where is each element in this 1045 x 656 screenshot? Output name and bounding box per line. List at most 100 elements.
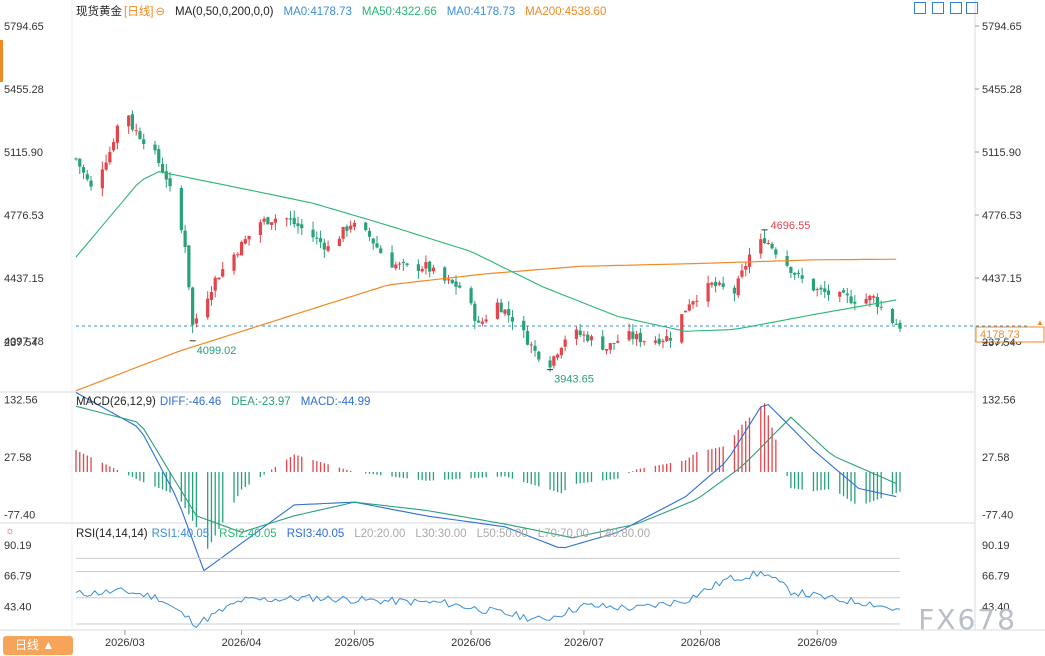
candle-body xyxy=(153,144,157,151)
candle-body xyxy=(800,275,804,279)
candle-body xyxy=(326,246,330,251)
ma50-value: MA50:4322.66 xyxy=(361,6,437,18)
candle-body xyxy=(525,331,530,345)
candle-body xyxy=(318,238,323,243)
candle-body xyxy=(668,337,673,341)
candle-body xyxy=(420,268,424,272)
candle-body xyxy=(288,218,293,220)
candle-body xyxy=(556,354,560,358)
candle-body xyxy=(390,252,394,268)
rsi-panel-header: RSI(14,14,14) RSI1:40.05 RSI2:40.05 RSI3:40… xyxy=(76,528,660,540)
fullscreen-icon[interactable] xyxy=(914,2,926,14)
candle-body xyxy=(127,115,131,127)
candle-body xyxy=(552,356,556,366)
candle-body xyxy=(717,282,721,285)
candle-body xyxy=(112,142,116,151)
rsi-tick-left: 43.40 xyxy=(4,601,32,613)
candle-body xyxy=(115,125,119,143)
ma-params-label[interactable]: MA(0,50,0,200,0,0) xyxy=(175,6,274,18)
candle-body xyxy=(270,222,274,225)
candle-body xyxy=(759,239,763,254)
candle-body xyxy=(258,222,262,236)
candle-body xyxy=(823,288,827,292)
price-tick-left: 5115.90 xyxy=(4,147,43,159)
candle-body xyxy=(793,272,797,275)
candle-body xyxy=(849,296,853,304)
candle-body xyxy=(574,329,579,339)
candle-body xyxy=(819,287,823,290)
macd-tick-left: 27.58 xyxy=(4,452,32,464)
close-icon[interactable] xyxy=(966,2,978,14)
current-price-arrow: ▲ xyxy=(1036,318,1044,327)
candle-body xyxy=(894,323,898,325)
candle-body xyxy=(691,301,695,305)
candle-body xyxy=(454,281,458,287)
candle-body xyxy=(209,291,214,300)
candle-body xyxy=(582,334,586,336)
ma0b-value: MA0:4178.73 xyxy=(446,6,516,18)
candle-body xyxy=(81,167,86,173)
candle-body xyxy=(469,288,473,304)
candle-body xyxy=(285,218,289,220)
candle-body xyxy=(401,261,405,264)
candle-body xyxy=(563,339,567,347)
candle-body xyxy=(841,290,846,293)
candle-body xyxy=(345,226,349,231)
candle-body xyxy=(815,289,819,291)
ma200-value: MA200:4538.60 xyxy=(525,6,607,18)
candle-body xyxy=(586,334,590,341)
rsi-params-label[interactable]: RSI(14,14,14) xyxy=(76,528,148,540)
low-annotation: 4099.02 xyxy=(197,345,237,357)
grid-icon[interactable] xyxy=(932,2,944,14)
price-tick-left: 5455.28 xyxy=(4,84,44,96)
macd-params-label[interactable]: MACD(26,12,9) xyxy=(76,396,156,408)
price-tick-left: 5794.65 xyxy=(4,21,44,33)
candle-body xyxy=(431,267,436,272)
candle-body xyxy=(450,279,454,284)
candle-body xyxy=(559,347,563,356)
candle-body xyxy=(142,139,146,144)
candle-body xyxy=(762,238,767,244)
candle-body xyxy=(533,345,537,351)
candle-body xyxy=(364,222,368,231)
candle-body xyxy=(239,242,244,256)
symbol-label[interactable]: 现货黄金 xyxy=(76,6,122,18)
candle-body xyxy=(695,300,699,302)
candle-body xyxy=(499,302,503,313)
candle-body xyxy=(714,281,718,287)
candle-body xyxy=(657,338,661,344)
candle-body xyxy=(104,162,108,170)
candle-body xyxy=(898,322,902,329)
candle-body xyxy=(796,273,801,275)
candle-body xyxy=(349,225,353,230)
candle-body xyxy=(845,293,849,296)
macd-panel-header: MACD(26,12,9) DIFF:-46.46 DEA:-23.97 MACD:-… xyxy=(76,396,380,408)
macd-dea-value: DEA:-23.97 xyxy=(231,396,291,408)
candle-body xyxy=(130,114,135,130)
candle-body xyxy=(247,235,251,240)
macd-tick-left: -77.40 xyxy=(4,509,35,521)
candle-body xyxy=(890,308,895,323)
rsi-settings-icon[interactable]: ☼ xyxy=(5,525,16,537)
candle-body xyxy=(589,336,594,341)
rsi-tick-left: 90.19 xyxy=(4,540,32,552)
candle-body xyxy=(507,309,511,316)
x-tick-label: 2026/08 xyxy=(681,637,721,649)
candle-body xyxy=(578,330,582,336)
refresh-icon[interactable]: ⊖ xyxy=(155,6,166,18)
candle-body xyxy=(631,331,635,339)
candle-body xyxy=(296,223,300,227)
candle-body xyxy=(680,314,684,343)
candle-body xyxy=(424,262,428,269)
candle-body xyxy=(826,290,831,295)
macd-tick-right: 237.54 xyxy=(982,337,1016,349)
ma50-line xyxy=(75,171,897,332)
period-selector-button[interactable]: 日线 ▲ xyxy=(3,636,73,655)
rsi1-value: RSI1:40.05 xyxy=(151,528,210,540)
candle-body xyxy=(495,302,500,319)
price-tick-left: 4437.15 xyxy=(4,273,44,285)
x-tick-label: 2026/06 xyxy=(451,637,491,649)
candle-body xyxy=(687,304,691,311)
maximize-icon[interactable] xyxy=(950,2,962,14)
